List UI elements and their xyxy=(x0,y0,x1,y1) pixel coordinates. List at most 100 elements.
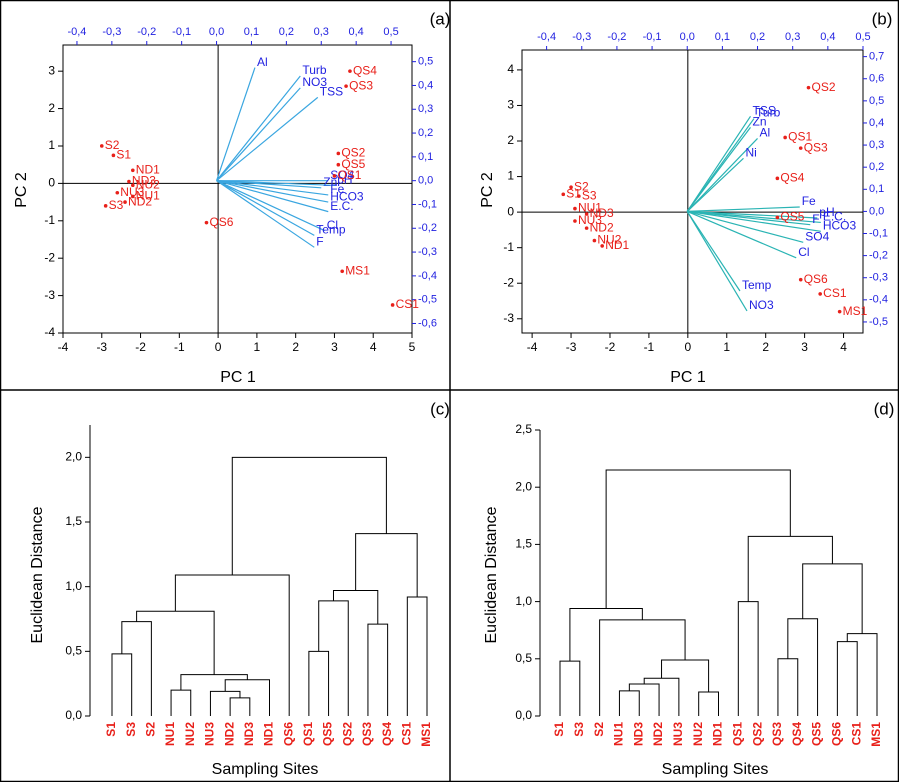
leaf-label: CS1 xyxy=(399,722,413,746)
x2-tick-label: -0,3 xyxy=(102,26,121,38)
score-point xyxy=(336,162,341,167)
loading-label: Al xyxy=(760,126,771,140)
loading-label: F xyxy=(812,212,819,226)
plot-frame xyxy=(62,44,413,334)
x-tick-label: -4 xyxy=(58,340,69,354)
x2-tick-label: 0,1 xyxy=(244,26,259,38)
score-label: MS1 xyxy=(345,263,370,277)
loading-vector xyxy=(216,180,326,232)
y2-tick-label: -0,1 xyxy=(869,227,888,239)
y2-tick-label: 0,1 xyxy=(869,183,884,195)
score-point xyxy=(573,206,577,211)
x2-tick-label: 0,5 xyxy=(855,31,870,43)
score-point xyxy=(336,151,341,156)
score-point xyxy=(332,174,337,178)
loading-label: SO4 xyxy=(805,230,829,244)
x2-tick-label: -0,2 xyxy=(607,31,626,43)
y-tick-label: 0,5 xyxy=(515,651,532,665)
score-point xyxy=(99,144,104,148)
panel-label: (a) xyxy=(430,9,451,28)
panel-label: (c) xyxy=(430,399,450,418)
loading-label: Ni xyxy=(745,146,756,160)
y-tick-label: 0 xyxy=(48,176,55,190)
panel-label: (b) xyxy=(872,9,893,28)
leaf-label: NU3 xyxy=(671,722,685,746)
dendrogram-link xyxy=(308,650,330,716)
y2-tick-label: 0,7 xyxy=(869,51,884,63)
dendrogram-link xyxy=(136,610,215,675)
leaf-label: QS4 xyxy=(380,722,394,746)
y-tick-label: 0,0 xyxy=(515,708,532,722)
loading-label: TSS xyxy=(320,85,343,99)
score-label: QS2 xyxy=(812,80,836,94)
loading-label: Cl xyxy=(798,245,809,259)
y-tick-label: 2,0 xyxy=(515,479,532,493)
loading-vector xyxy=(686,211,741,292)
y-tick-label: -2 xyxy=(44,250,55,264)
x2-tick-label: 0,0 xyxy=(209,26,224,38)
score-label: ND1 xyxy=(136,162,160,176)
loading-vector xyxy=(686,211,748,312)
x-tick-label: 2 xyxy=(762,340,769,354)
leaf-label: QS1 xyxy=(301,722,315,746)
leaf-label: QS2 xyxy=(750,722,764,746)
leaf-label: NU2 xyxy=(183,722,197,746)
dendrogram-link xyxy=(121,621,152,716)
dendrogram-link xyxy=(231,456,387,576)
dendrogram-link xyxy=(170,689,192,716)
loading-label: Temp xyxy=(316,223,346,237)
leaf-label: ND2 xyxy=(651,722,665,746)
score-label: QS1 xyxy=(337,168,361,182)
leaf-label: QS5 xyxy=(321,722,335,746)
score-point xyxy=(783,135,787,140)
dendrogram-link xyxy=(224,679,270,716)
score-label: ND2 xyxy=(128,194,152,208)
y2-tick-label: -0,2 xyxy=(869,250,888,262)
loading-vector xyxy=(216,180,329,203)
y-tick-label: -1 xyxy=(503,240,514,254)
leaf-label: S3 xyxy=(124,722,138,737)
leaf-label: ND3 xyxy=(242,722,256,746)
y-tick-label: 2,0 xyxy=(65,450,82,464)
loading-label: Cl xyxy=(327,218,338,232)
x2-tick-label: 0,3 xyxy=(785,31,800,43)
leaf-label: QS6 xyxy=(281,722,295,746)
y-tick-label: 1,0 xyxy=(515,594,532,608)
score-label: QS5 xyxy=(780,210,804,224)
y2-tick-label: -0,4 xyxy=(869,294,888,306)
y2-tick-label: -0,3 xyxy=(869,272,888,284)
dendrogram-link xyxy=(787,618,819,716)
y-tick-label: -4 xyxy=(44,325,55,339)
x-tick-label: -2 xyxy=(605,340,616,354)
x2-tick-label: -0,3 xyxy=(572,31,591,43)
y-tick-label: -3 xyxy=(503,311,514,325)
score-point xyxy=(111,153,116,158)
x2-tick-label: 0,3 xyxy=(314,26,329,38)
score-label: S3 xyxy=(109,198,124,212)
y-tick-label: 0 xyxy=(507,204,514,218)
panel-label: (d) xyxy=(874,399,895,418)
y2-tick-label: -0,4 xyxy=(418,270,437,282)
score-point xyxy=(798,146,803,150)
x2-tick-label: -0,4 xyxy=(537,31,556,43)
y2-tick-label: 0,4 xyxy=(418,79,433,91)
loading-label: E.C. xyxy=(330,199,353,213)
leaf-label: QS1 xyxy=(730,722,744,746)
loading-vector xyxy=(686,210,797,259)
score-point xyxy=(818,292,822,296)
dendrogram-link xyxy=(569,607,643,662)
score-label: ND3 xyxy=(590,206,614,220)
x-tick-label: 4 xyxy=(370,340,377,354)
score-point xyxy=(115,190,120,195)
x2-tick-label: -0,2 xyxy=(137,26,156,38)
loading-vector xyxy=(216,180,315,248)
score-point xyxy=(340,269,345,274)
score-point xyxy=(131,194,135,199)
leaf-label: S1 xyxy=(552,722,566,737)
loading-label: Turb xyxy=(302,63,327,77)
leaf-label: QS5 xyxy=(810,722,824,746)
y2-tick-label: 0,5 xyxy=(418,56,433,68)
y-tick-label: 0,5 xyxy=(65,644,82,658)
x-tick-label: 1 xyxy=(254,340,261,354)
dendrogram-link xyxy=(618,690,640,716)
